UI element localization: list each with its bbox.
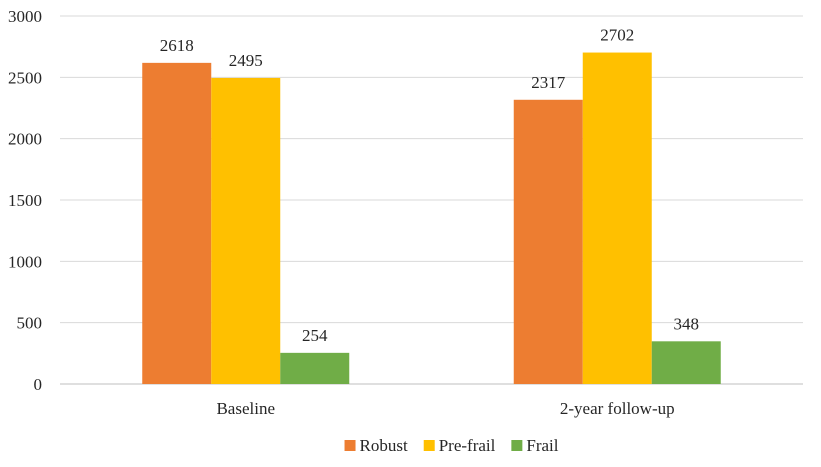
y-tick-label: 3000 xyxy=(8,7,42,26)
y-axis: 0 500 1000 1500 2000 2500 3000 xyxy=(8,7,42,394)
legend-label: Frail xyxy=(526,436,558,455)
data-label: 2702 xyxy=(600,26,634,45)
data-label: 2618 xyxy=(160,36,194,55)
bar-robust xyxy=(142,62,212,384)
bar-pre-frail xyxy=(582,52,652,385)
x-category-label: Baseline xyxy=(216,399,275,418)
y-tick-label: 1000 xyxy=(8,252,42,271)
y-tick-label: 2500 xyxy=(8,68,42,87)
bar-frail xyxy=(651,341,721,384)
legend-label: Robust xyxy=(360,436,408,455)
bar-robust xyxy=(513,99,583,384)
bar-frail xyxy=(280,352,350,384)
data-label: 2317 xyxy=(531,73,566,92)
data-labels: 2618 2495 254 2317 2702 348 xyxy=(160,26,699,345)
y-tick-label: 500 xyxy=(17,314,43,333)
data-label: 254 xyxy=(302,326,328,345)
legend-swatch xyxy=(423,440,435,451)
data-label: 348 xyxy=(674,314,700,333)
legend-swatch xyxy=(511,440,523,451)
bar-pre-frail xyxy=(211,77,281,385)
data-label: 2495 xyxy=(229,51,263,70)
legend: Robust Pre-frail Frail xyxy=(344,436,559,455)
bars xyxy=(142,52,721,385)
legend-label: Pre-frail xyxy=(439,436,496,455)
y-tick-label: 0 xyxy=(34,375,43,394)
x-axis: Baseline 2-year follow-up xyxy=(216,399,674,418)
legend-swatch xyxy=(344,440,356,451)
x-category-label: 2-year follow-up xyxy=(560,399,675,418)
y-tick-label: 1500 xyxy=(8,191,42,210)
y-tick-label: 2000 xyxy=(8,130,42,149)
